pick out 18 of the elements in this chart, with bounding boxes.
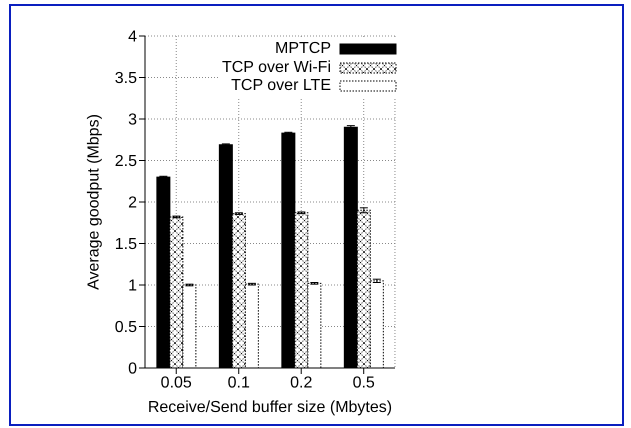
x-axis-title: Receive/Send buffer size (Mbytes) <box>148 399 392 416</box>
y-tick-label: 3.5 <box>114 70 138 88</box>
y-tick-label: 4 <box>128 28 138 46</box>
legend-label: TCP over Wi-Fi <box>222 58 331 77</box>
x-tick-label: 0.05 <box>160 374 192 392</box>
y-tick-label: 0.5 <box>114 319 138 336</box>
x-tick-label: 0.2 <box>290 374 312 392</box>
y-tick-label: 2 <box>128 194 138 212</box>
legend-label: MPTCP <box>275 40 331 58</box>
x-tick-label: 0.5 <box>352 374 375 392</box>
legend-label: TCP over LTE <box>231 77 331 96</box>
y-tick-label: 3 <box>128 112 138 129</box>
y-tick-label: 1 <box>128 278 138 295</box>
x-tick-label: 0.1 <box>228 374 250 392</box>
y-tick-label: 0 <box>128 360 138 378</box>
y-tick-label: 1.5 <box>114 236 138 254</box>
y-axis-title: Average goodput (Mbps) <box>86 114 103 290</box>
y-tick-label: 2.5 <box>114 153 138 170</box>
